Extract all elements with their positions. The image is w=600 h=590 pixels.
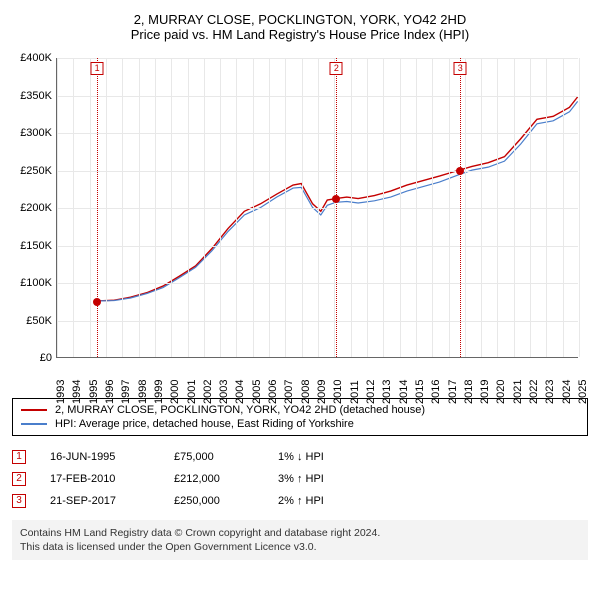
chart-subtitle: Price paid vs. HM Land Registry's House … <box>12 27 588 42</box>
event-hpi: 1% ↓ HPI <box>278 451 358 463</box>
x-axis-label: 1995 <box>88 380 100 404</box>
chart-title: 2, MURRAY CLOSE, POCKLINGTON, YORK, YO42… <box>12 12 588 27</box>
legend-label: HPI: Average price, detached house, East… <box>55 418 354 430</box>
event-number-box: 1 <box>12 450 26 464</box>
legend-swatch <box>21 409 47 411</box>
y-axis-label: £350K <box>20 90 52 102</box>
event-marker-box: 2 <box>330 62 343 75</box>
x-axis-label: 2008 <box>300 380 312 404</box>
legend-label: 2, MURRAY CLOSE, POCKLINGTON, YORK, YO42… <box>55 404 425 416</box>
x-axis-label: 2006 <box>267 380 279 404</box>
y-axis-label: £50K <box>26 315 52 327</box>
event-price: £75,000 <box>174 451 254 463</box>
x-axis-label: 2022 <box>528 380 540 404</box>
y-axis-label: £400K <box>20 52 52 64</box>
x-axis-label: 2010 <box>332 380 344 404</box>
event-vline <box>336 58 337 357</box>
x-axis-label: 2015 <box>414 380 426 404</box>
x-axis-label: 2007 <box>283 380 295 404</box>
event-price: £212,000 <box>174 473 254 485</box>
x-axis-label: 1996 <box>104 380 116 404</box>
event-vline <box>460 58 461 357</box>
x-axis-label: 1997 <box>120 380 132 404</box>
x-axis-label: 2025 <box>577 380 589 404</box>
x-axis-label: 2009 <box>316 380 328 404</box>
x-axis-label: 2019 <box>479 380 491 404</box>
y-axis-label: £100K <box>20 277 52 289</box>
x-axis-label: 2021 <box>512 380 524 404</box>
event-point <box>332 195 340 203</box>
x-axis-label: 2002 <box>202 380 214 404</box>
x-axis-label: 2023 <box>544 380 556 404</box>
event-marker-box: 3 <box>454 62 467 75</box>
event-number-box: 3 <box>12 494 26 508</box>
chart: £0 £50K £100K £150K £200K £250K £300K £350K £400… <box>12 52 588 392</box>
y-axis-label: £200K <box>20 202 52 214</box>
event-date: 21-SEP-2017 <box>50 495 150 507</box>
chart-plot-area: 1 2 3 <box>56 58 578 358</box>
footer-line-1: Contains HM Land Registry data © Crown c… <box>20 526 580 540</box>
x-axis-label: 1998 <box>137 380 149 404</box>
x-axis-label: 2011 <box>349 380 361 404</box>
legend-swatch <box>21 423 47 425</box>
event-date: 16-JUN-1995 <box>50 451 150 463</box>
legend-item: HPI: Average price, detached house, East… <box>21 417 579 431</box>
event-row: 3 21-SEP-2017 £250,000 2% ↑ HPI <box>12 490 588 512</box>
event-hpi: 3% ↑ HPI <box>278 473 358 485</box>
event-point <box>456 167 464 175</box>
event-hpi: 2% ↑ HPI <box>278 495 358 507</box>
event-row: 2 17-FEB-2010 £212,000 3% ↑ HPI <box>12 468 588 490</box>
x-axis-label: 2024 <box>561 380 573 404</box>
x-axis-label: 1999 <box>153 380 165 404</box>
x-axis-label: 2003 <box>218 380 230 404</box>
footer: Contains HM Land Registry data © Crown c… <box>12 520 588 560</box>
x-axis-label: 2014 <box>398 380 410 404</box>
legend-item: 2, MURRAY CLOSE, POCKLINGTON, YORK, YO42… <box>21 403 579 417</box>
x-axis-label: 2001 <box>186 380 198 404</box>
y-axis-label: £150K <box>20 240 52 252</box>
x-axis-label: 2016 <box>430 380 442 404</box>
footer-line-2: This data is licensed under the Open Gov… <box>20 540 580 554</box>
event-number-box: 2 <box>12 472 26 486</box>
x-axis-label: 2020 <box>495 380 507 404</box>
y-axis-label: £0 <box>40 352 52 364</box>
x-axis-label: 2005 <box>251 380 263 404</box>
x-axis-label: 2018 <box>463 380 475 404</box>
event-price: £250,000 <box>174 495 254 507</box>
event-date: 17-FEB-2010 <box>50 473 150 485</box>
event-point <box>93 298 101 306</box>
x-axis-label: 2000 <box>169 380 181 404</box>
y-axis-label: £250K <box>20 165 52 177</box>
events-table: 1 16-JUN-1995 £75,000 1% ↓ HPI 2 17-FEB-2010 £… <box>12 446 588 512</box>
event-marker-box: 1 <box>91 62 104 75</box>
x-axis-label: 1994 <box>71 380 83 404</box>
x-axis-label: 2012 <box>365 380 377 404</box>
x-axis-label: 2004 <box>234 380 246 404</box>
event-vline <box>97 58 98 357</box>
x-axis-label: 2013 <box>381 380 393 404</box>
x-axis-label: 1993 <box>55 380 67 404</box>
x-axis-label: 2017 <box>447 380 459 404</box>
event-row: 1 16-JUN-1995 £75,000 1% ↓ HPI <box>12 446 588 468</box>
y-axis-label: £300K <box>20 127 52 139</box>
